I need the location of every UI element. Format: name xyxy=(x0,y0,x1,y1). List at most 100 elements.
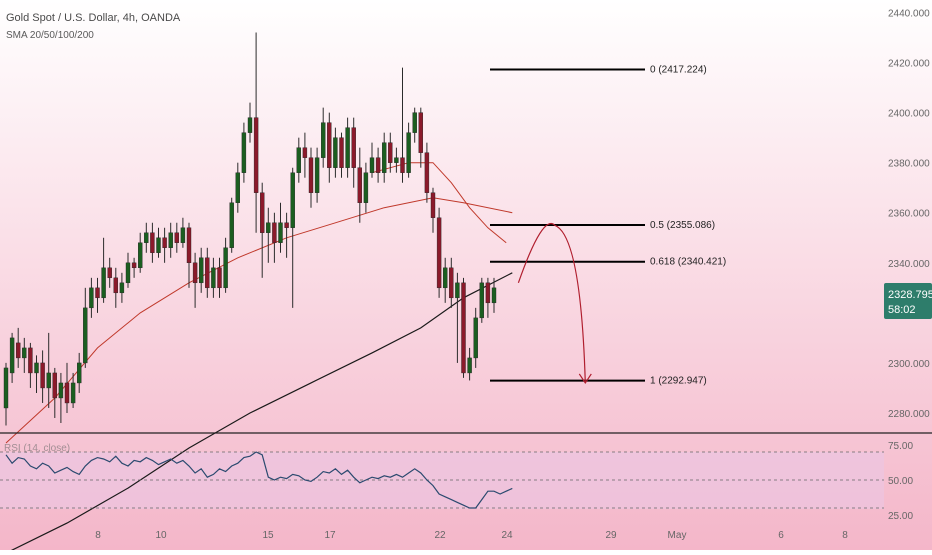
candle[interactable] xyxy=(351,117,356,188)
date-tick-label: 8 xyxy=(95,530,101,541)
candle[interactable] xyxy=(180,217,186,248)
candle-body xyxy=(198,257,204,284)
candle[interactable] xyxy=(369,142,375,178)
candle[interactable] xyxy=(321,107,326,168)
candle[interactable] xyxy=(174,222,180,253)
rsi-axis[interactable]: 75.00 50.00 25.00 xyxy=(888,441,913,522)
candle[interactable] xyxy=(229,197,234,253)
candle[interactable] xyxy=(424,142,430,203)
candle[interactable] xyxy=(34,355,39,393)
candle[interactable] xyxy=(357,147,362,223)
candle[interactable] xyxy=(235,162,241,213)
candle[interactable] xyxy=(412,107,417,143)
candle[interactable] xyxy=(16,327,21,368)
candle[interactable] xyxy=(211,257,216,298)
date-axis[interactable]: 8 10 15 17 22 24 29 May 6 8 xyxy=(95,530,848,541)
candle[interactable] xyxy=(278,202,283,253)
candle[interactable] xyxy=(58,372,64,423)
candle-body xyxy=(131,262,137,269)
candle[interactable] xyxy=(76,352,82,393)
candle[interactable] xyxy=(333,127,338,178)
candle[interactable] xyxy=(443,257,448,303)
candle[interactable] xyxy=(137,232,143,273)
candle[interactable] xyxy=(217,257,222,298)
candle[interactable] xyxy=(436,207,442,298)
candle[interactable] xyxy=(418,107,423,168)
candle[interactable] xyxy=(3,362,9,426)
candle[interactable] xyxy=(406,122,411,178)
candle[interactable] xyxy=(119,272,125,303)
price-axis[interactable]: 2440.000 2420.000 2400.000 2380.000 2360.000… xyxy=(888,9,930,420)
candle[interactable] xyxy=(28,342,33,388)
candle[interactable] xyxy=(430,187,436,233)
candle[interactable] xyxy=(52,367,57,418)
candle[interactable] xyxy=(479,277,484,323)
candle-body xyxy=(443,267,448,289)
price-pane[interactable]: 0 (2417.224) 0.5 (2355.086) 0.618 (2340.42… xyxy=(3,32,726,554)
candle[interactable] xyxy=(394,147,399,173)
candle[interactable] xyxy=(22,337,27,373)
candle[interactable] xyxy=(162,227,167,263)
candle[interactable] xyxy=(473,307,478,368)
candle[interactable] xyxy=(455,272,460,363)
candle-body xyxy=(16,342,21,359)
candle[interactable] xyxy=(375,147,381,183)
candle[interactable] xyxy=(461,277,466,378)
candle[interactable] xyxy=(89,277,94,318)
indicator-label[interactable]: SMA 20/50/100/200 xyxy=(6,30,94,41)
candle[interactable] xyxy=(491,277,497,313)
sma-black-line[interactable] xyxy=(5,272,513,554)
candle[interactable] xyxy=(107,257,112,288)
candle[interactable] xyxy=(205,247,210,298)
candle[interactable] xyxy=(198,247,204,293)
projection-arrow[interactable] xyxy=(517,223,586,383)
candle[interactable] xyxy=(339,132,344,178)
candle[interactable] xyxy=(144,222,149,253)
candle[interactable] xyxy=(9,332,15,383)
candle[interactable] xyxy=(449,257,454,308)
candle[interactable] xyxy=(296,137,301,183)
candle[interactable] xyxy=(46,332,51,408)
candle[interactable] xyxy=(101,237,106,303)
candle[interactable] xyxy=(223,237,228,293)
candle[interactable] xyxy=(64,362,70,413)
candle[interactable] xyxy=(247,102,253,143)
candle[interactable] xyxy=(290,167,295,308)
candle[interactable] xyxy=(70,372,76,408)
candle[interactable] xyxy=(314,147,320,203)
candle[interactable] xyxy=(168,222,173,258)
rsi-pane[interactable] xyxy=(0,451,884,509)
date-tick-label: 6 xyxy=(778,530,784,541)
rsi-tick-label: 50.00 xyxy=(888,476,913,487)
candle[interactable] xyxy=(241,122,247,183)
candle[interactable] xyxy=(253,32,259,233)
candle[interactable] xyxy=(308,147,314,208)
candle[interactable] xyxy=(150,222,155,263)
candle[interactable] xyxy=(382,132,387,183)
candle-body xyxy=(363,172,369,203)
candle[interactable] xyxy=(284,212,289,258)
candle[interactable] xyxy=(272,212,277,263)
candle[interactable] xyxy=(125,252,131,288)
fib-level-label: 0 (2417.224) xyxy=(650,65,707,76)
candle[interactable] xyxy=(40,350,45,403)
candle[interactable] xyxy=(113,267,119,308)
candle[interactable] xyxy=(467,347,472,381)
candle[interactable] xyxy=(266,207,271,263)
candle[interactable] xyxy=(192,252,198,308)
candle[interactable] xyxy=(260,182,265,278)
candle[interactable] xyxy=(485,277,491,318)
candle[interactable] xyxy=(345,117,350,178)
candle[interactable] xyxy=(186,222,192,288)
candle[interactable] xyxy=(302,132,308,178)
candle[interactable] xyxy=(156,227,161,258)
candle[interactable] xyxy=(400,67,405,183)
candle[interactable] xyxy=(363,162,369,213)
candle[interactable] xyxy=(327,112,332,183)
candle[interactable] xyxy=(131,257,137,278)
candle[interactable] xyxy=(95,277,100,313)
candle[interactable] xyxy=(388,132,393,173)
rsi-label[interactable]: RSI (14, close) xyxy=(4,443,70,454)
candle[interactable] xyxy=(83,287,88,368)
rsi-line[interactable] xyxy=(5,451,513,509)
